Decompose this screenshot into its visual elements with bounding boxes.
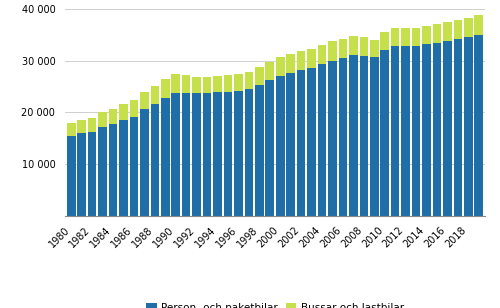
Bar <box>234 74 242 91</box>
Bar <box>308 68 316 216</box>
Bar <box>244 89 253 216</box>
Bar <box>360 56 368 216</box>
Bar <box>172 93 180 216</box>
Bar <box>150 104 159 216</box>
Bar <box>338 58 347 216</box>
Bar <box>109 124 118 216</box>
Bar <box>98 112 107 127</box>
Bar <box>266 80 274 216</box>
Bar <box>328 61 336 216</box>
Bar <box>380 50 389 216</box>
Bar <box>234 91 242 216</box>
Bar <box>454 20 462 38</box>
Bar <box>464 18 472 37</box>
Bar <box>244 72 253 89</box>
Bar <box>338 38 347 58</box>
Bar <box>119 104 128 120</box>
Bar <box>276 57 284 76</box>
Bar <box>391 28 400 47</box>
Bar <box>67 123 76 136</box>
Bar <box>464 37 472 216</box>
Bar <box>119 120 128 216</box>
Bar <box>432 43 441 216</box>
Bar <box>402 46 410 216</box>
Bar <box>255 85 264 216</box>
Bar <box>150 86 159 104</box>
Bar <box>78 133 86 216</box>
Bar <box>98 127 107 216</box>
Bar <box>391 47 400 216</box>
Bar <box>328 41 336 61</box>
Bar <box>349 35 358 55</box>
Bar <box>370 57 378 216</box>
Bar <box>182 93 190 216</box>
Bar <box>454 38 462 216</box>
Bar <box>172 74 180 93</box>
Bar <box>443 22 452 41</box>
Bar <box>140 92 148 109</box>
Bar <box>192 93 201 216</box>
Bar <box>161 79 170 99</box>
Bar <box>214 92 222 216</box>
Bar <box>402 28 410 46</box>
Bar <box>318 45 326 64</box>
Bar <box>412 28 420 46</box>
Bar <box>192 77 201 93</box>
Bar <box>67 136 76 216</box>
Bar <box>308 49 316 68</box>
Bar <box>360 37 368 56</box>
Bar <box>203 77 211 93</box>
Bar <box>161 99 170 216</box>
Bar <box>130 116 138 216</box>
Bar <box>349 55 358 216</box>
Bar <box>224 92 232 216</box>
Bar <box>88 118 96 132</box>
Bar <box>78 120 86 133</box>
Bar <box>443 41 452 216</box>
Bar <box>203 93 211 216</box>
Bar <box>297 51 306 70</box>
Legend: Person- och paketbilar, Bussar och lastbilar: Person- och paketbilar, Bussar och lastb… <box>142 299 408 308</box>
Bar <box>286 73 295 216</box>
Bar <box>412 46 420 216</box>
Bar <box>432 24 441 43</box>
Bar <box>318 64 326 216</box>
Bar <box>182 75 190 93</box>
Bar <box>224 75 232 92</box>
Bar <box>474 15 483 34</box>
Bar <box>276 76 284 216</box>
Bar <box>380 32 389 50</box>
Bar <box>474 34 483 216</box>
Bar <box>422 44 431 216</box>
Bar <box>266 62 274 80</box>
Bar <box>422 26 431 44</box>
Bar <box>297 70 306 216</box>
Bar <box>255 67 264 85</box>
Bar <box>140 109 148 216</box>
Bar <box>286 54 295 73</box>
Bar <box>88 132 96 216</box>
Bar <box>370 40 378 57</box>
Bar <box>130 100 138 116</box>
Bar <box>109 109 118 124</box>
Bar <box>214 76 222 92</box>
